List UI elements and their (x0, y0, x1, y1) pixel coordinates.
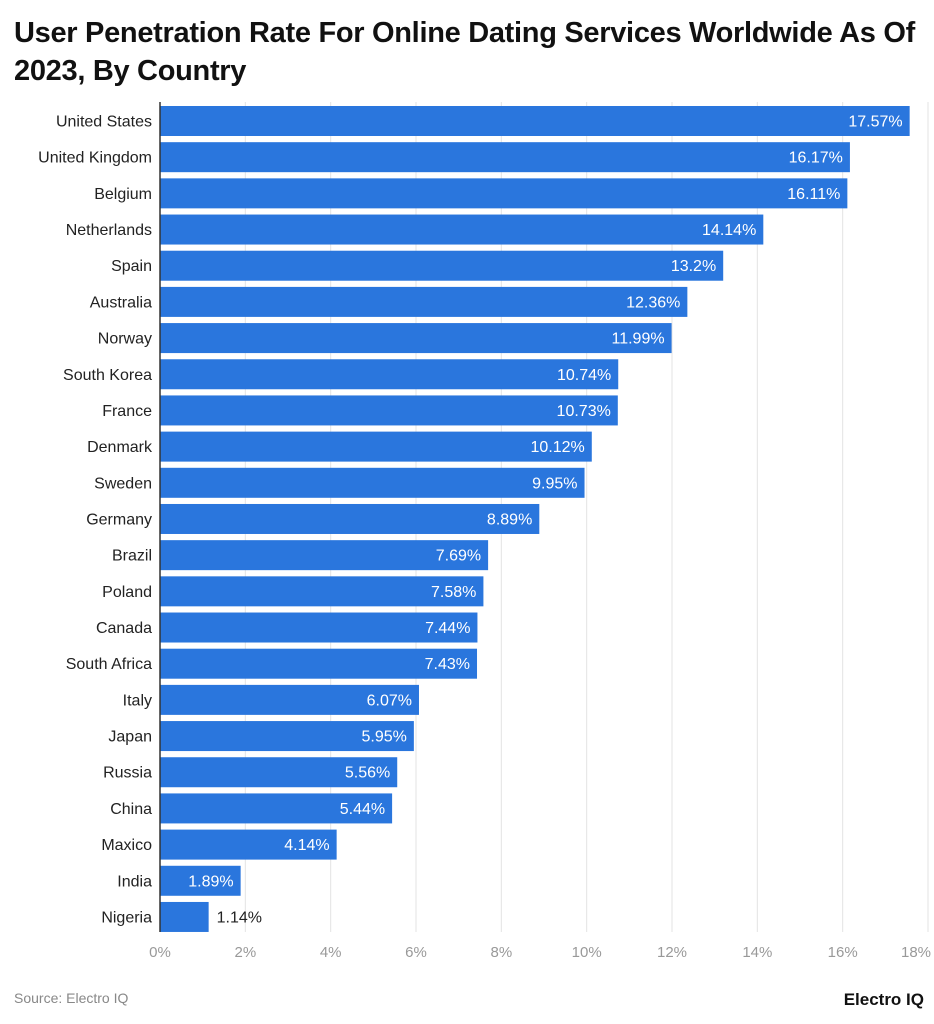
data-label: 7.58% (431, 584, 476, 601)
x-tick-label: 14% (742, 944, 772, 961)
bar (160, 540, 489, 571)
x-tick-label: 6% (405, 944, 427, 961)
category-label: Japan (108, 729, 152, 746)
category-label: Brazil (112, 548, 152, 565)
data-label: 1.14% (217, 909, 262, 926)
category-label: Germany (86, 511, 152, 528)
bar (160, 106, 910, 136)
category-label: Belgium (94, 186, 152, 203)
bar (160, 757, 398, 788)
bar (160, 829, 337, 860)
source-note: Source: Electro IQ (14, 990, 129, 1006)
category-label: Spain (111, 258, 152, 275)
data-label: 7.43% (425, 656, 470, 673)
data-label: 7.69% (436, 548, 481, 565)
data-label: 4.14% (284, 837, 329, 854)
data-label: 12.36% (626, 294, 680, 311)
bar (160, 250, 724, 281)
data-label: 10.73% (557, 403, 611, 420)
brand-logo: Electro IQ (843, 990, 924, 1009)
category-label: Sweden (94, 475, 152, 492)
data-label: 9.95% (532, 475, 577, 492)
data-label: 1.89% (188, 873, 233, 890)
bar (160, 395, 618, 426)
bar-chart: 0% 2% 4% 6% 8% 10% 12% 14% 16% 18% United States 17… (38, 102, 931, 961)
chart-title: User Penetration Rate For Online Dating … (14, 17, 915, 87)
data-label: 17.57% (848, 114, 902, 131)
bar (160, 901, 209, 932)
x-tick-label: 0% (149, 944, 171, 961)
category-label: China (110, 801, 152, 818)
data-label: 7.44% (425, 620, 470, 637)
category-label: Nigeria (101, 909, 152, 926)
x-tick-label: 4% (320, 944, 342, 961)
category-label: Netherlands (66, 222, 152, 239)
data-label: 16.11% (787, 186, 840, 203)
data-label: 6.07% (367, 692, 412, 709)
category-label: South Korea (63, 367, 152, 384)
x-tick-label: 10% (572, 944, 602, 961)
category-label: United States (56, 114, 152, 131)
category-label: Italy (123, 692, 152, 709)
data-label: 5.44% (340, 801, 385, 818)
data-label: 16.17% (789, 150, 843, 167)
bar (160, 648, 478, 679)
category-label: Denmark (87, 439, 153, 456)
category-label: India (117, 873, 152, 890)
x-tick-label: 12% (657, 944, 687, 961)
data-label: 14.14% (702, 222, 756, 239)
bar (160, 576, 484, 607)
category-label: Maxico (101, 837, 152, 854)
data-label: 13.2% (671, 258, 716, 275)
data-label: 10.12% (531, 439, 585, 456)
bar (160, 214, 764, 245)
category-label: Norway (98, 331, 152, 348)
bar (160, 286, 688, 317)
bar (160, 323, 672, 354)
data-label: 5.56% (345, 765, 390, 782)
bar (160, 793, 393, 824)
data-label: 11.99% (611, 331, 664, 348)
data-label: 8.89% (487, 511, 532, 528)
bar (160, 684, 419, 715)
data-label: 5.95% (361, 729, 406, 746)
category-label: Australia (90, 294, 152, 311)
x-tick-label: 18% (901, 944, 931, 961)
bar (160, 865, 241, 896)
category-label: Canada (96, 620, 152, 637)
bar (160, 359, 619, 390)
x-tick-label: 16% (828, 944, 858, 961)
category-label: France (102, 403, 152, 420)
data-label: 10.74% (557, 367, 611, 384)
bar (160, 612, 478, 643)
category-label: South Africa (66, 656, 152, 673)
category-label: United Kingdom (38, 150, 152, 167)
x-tick-label: 2% (234, 944, 256, 961)
bar (160, 178, 848, 209)
bar (160, 142, 850, 173)
bar (160, 503, 540, 534)
x-tick-label: 8% (490, 944, 512, 961)
category-label: Russia (103, 765, 152, 782)
bar (160, 431, 592, 462)
bar (160, 721, 414, 752)
category-label: Poland (102, 584, 152, 601)
bar (160, 467, 585, 498)
